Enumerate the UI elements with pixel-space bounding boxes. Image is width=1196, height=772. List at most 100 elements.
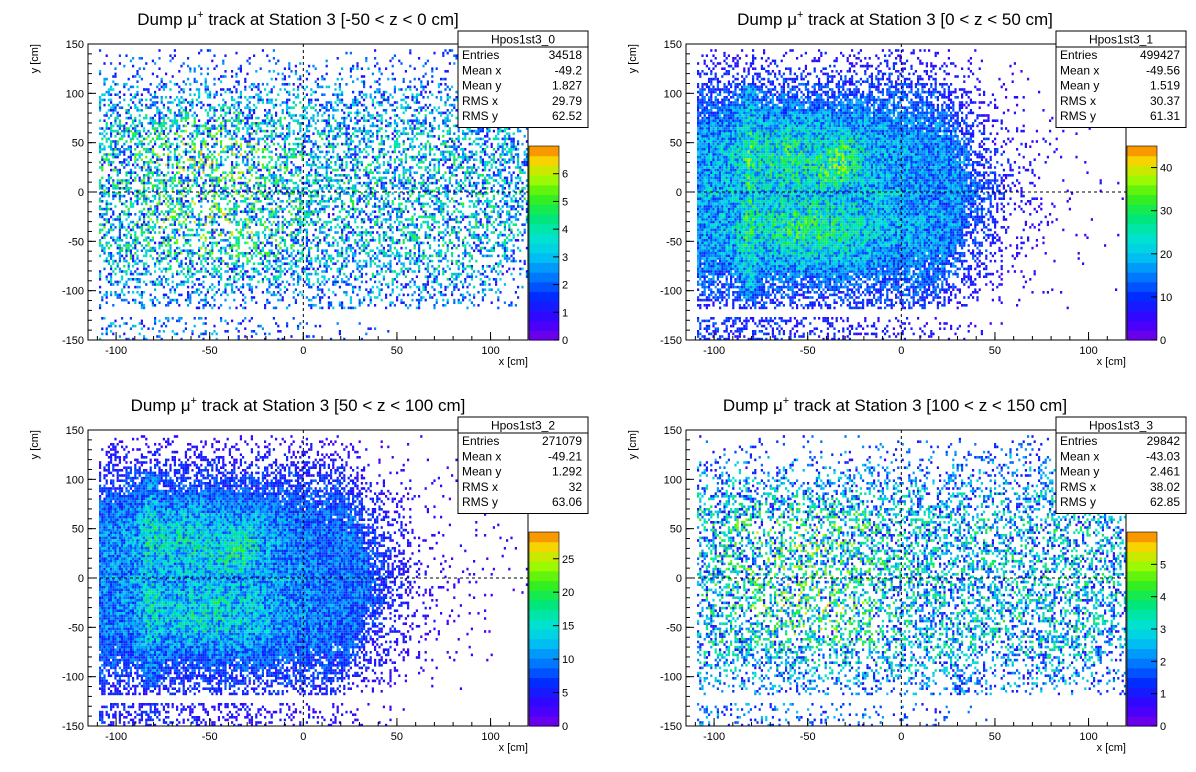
x-tick-label: 0 xyxy=(898,345,904,357)
color-scale-band xyxy=(1127,687,1157,698)
stats-label: Mean x xyxy=(1060,63,1099,77)
color-scale-band xyxy=(529,281,559,293)
color-scale-band xyxy=(529,155,559,166)
color-scale-band xyxy=(529,648,559,659)
x-tick-label: -50 xyxy=(202,731,218,743)
stats-value: 1.519 xyxy=(1150,79,1180,93)
z-tick-label: 4 xyxy=(1160,592,1166,604)
stats-histogram-name: Hpos1st3_3 xyxy=(1089,419,1153,433)
z-tick-label: 2 xyxy=(1160,656,1166,668)
color-scale-band xyxy=(1127,599,1157,611)
color-scale-band xyxy=(1127,570,1157,582)
z-tick-label: 15 xyxy=(562,621,574,633)
color-scale-band xyxy=(1127,609,1157,620)
y-axis-label: y [cm] xyxy=(627,430,639,459)
x-tick-label: 0 xyxy=(300,731,306,743)
color-scale-band xyxy=(529,320,559,331)
z-tick-label: 10 xyxy=(562,654,574,666)
color-scale-band xyxy=(529,330,559,341)
z-tick-label: 0 xyxy=(562,721,568,733)
z-tick-label: 5 xyxy=(1160,559,1166,571)
y-tick-label: 150 xyxy=(66,425,84,437)
color-scale-band xyxy=(1127,561,1157,572)
z-tick-label: 20 xyxy=(1160,249,1172,261)
color-scale-band xyxy=(529,570,559,582)
x-tick-label: 0 xyxy=(300,345,306,357)
color-scale-band xyxy=(1127,233,1157,244)
color-scale-band xyxy=(1127,320,1157,331)
color-scale-band xyxy=(529,204,559,215)
y-axis-label: y [cm] xyxy=(627,44,639,73)
y-tick-label: 150 xyxy=(664,425,682,437)
y-tick-label: 100 xyxy=(664,474,682,486)
z-tick-label: 3 xyxy=(1160,624,1166,636)
x-tick-label: -50 xyxy=(800,345,816,357)
y-tick-label: 0 xyxy=(78,573,84,585)
stats-label: Mean x xyxy=(462,449,501,463)
y-tick-label: -50 xyxy=(666,236,682,248)
stats-value: 32 xyxy=(569,480,583,494)
stats-value: 62.52 xyxy=(552,109,582,123)
stats-label: RMS x xyxy=(462,480,498,494)
stats-label: Mean x xyxy=(462,63,501,77)
z-tick-label: 3 xyxy=(562,252,568,264)
x-tick-label: 50 xyxy=(391,345,403,357)
x-tick-label: 50 xyxy=(989,731,1001,743)
stats-label: Mean y xyxy=(1060,465,1099,479)
y-tick-label: -150 xyxy=(660,721,682,733)
x-axis-label: x [cm] xyxy=(499,356,528,368)
z-tick-label: 4 xyxy=(562,224,568,236)
color-scale-band xyxy=(1127,184,1157,196)
y-tick-label: 50 xyxy=(72,524,84,536)
stats-label: Mean x xyxy=(1060,449,1099,463)
x-tick-label: 50 xyxy=(989,345,1001,357)
stats-value: -43.03 xyxy=(1146,449,1180,463)
color-scale-band xyxy=(529,619,559,630)
stats-value: 61.31 xyxy=(1150,109,1180,123)
z-tick-label: 0 xyxy=(1160,721,1166,733)
histogram-bins xyxy=(697,435,1126,726)
color-scale-band xyxy=(1127,243,1157,254)
color-scale-band xyxy=(529,301,559,312)
color-scale-band xyxy=(529,629,559,640)
x-tick-label: 0 xyxy=(898,731,904,743)
stats-label: RMS x xyxy=(1060,480,1096,494)
x-tick-label: 50 xyxy=(391,731,403,743)
color-scale-frame xyxy=(528,145,560,341)
color-scale-band xyxy=(1127,677,1157,688)
x-tick-label: 100 xyxy=(481,345,499,357)
color-scale-band xyxy=(1127,155,1157,166)
color-scale-band xyxy=(1127,551,1157,562)
y-tick-label: 150 xyxy=(66,39,84,51)
color-scale-band xyxy=(529,706,559,717)
color-scale-band xyxy=(1127,146,1157,157)
color-scale-band xyxy=(529,223,559,234)
color-scale-band xyxy=(1127,629,1157,640)
color-scale-band xyxy=(1127,213,1157,225)
color-scale-band xyxy=(1127,310,1157,322)
y-tick-label: -150 xyxy=(62,721,84,733)
color-scale-band xyxy=(529,716,559,727)
z-tick-label: 20 xyxy=(562,587,574,599)
color-scale-band xyxy=(1127,223,1157,234)
stats-label: Entries xyxy=(462,434,499,448)
y-tick-label: 50 xyxy=(670,138,682,150)
y-tick-label: -50 xyxy=(666,622,682,634)
z-tick-label: 2 xyxy=(562,280,568,292)
y-tick-label: 150 xyxy=(664,39,682,51)
stats-value: -49.21 xyxy=(548,449,582,463)
color-scale-band xyxy=(529,667,559,679)
stats-value: 38.02 xyxy=(1150,480,1180,494)
color-scale-band xyxy=(529,175,559,186)
color-scale-band xyxy=(529,677,559,688)
y-tick-label: -100 xyxy=(62,286,84,298)
color-scale-band xyxy=(529,541,559,552)
x-axis-label: x [cm] xyxy=(1097,742,1126,754)
z-tick-label: 5 xyxy=(562,196,568,208)
color-scale-band xyxy=(1127,648,1157,659)
x-axis-label: x [cm] xyxy=(499,742,528,754)
